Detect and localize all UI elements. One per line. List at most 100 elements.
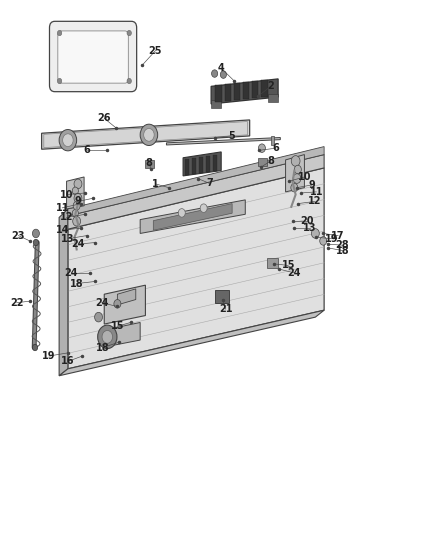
Text: 10: 10 (298, 172, 311, 182)
Text: 8: 8 (145, 158, 152, 167)
Bar (213, 155, 217, 171)
Polygon shape (211, 79, 278, 104)
Polygon shape (68, 168, 324, 369)
Text: 9: 9 (308, 180, 315, 190)
Circle shape (258, 144, 265, 152)
Text: 11: 11 (310, 187, 323, 197)
Text: 7: 7 (206, 179, 213, 188)
Text: 26: 26 (98, 114, 111, 123)
Circle shape (140, 124, 158, 146)
Bar (145, 160, 154, 168)
Text: 13: 13 (61, 234, 74, 244)
Circle shape (200, 204, 207, 213)
Bar (215, 290, 229, 303)
Text: 12: 12 (60, 213, 73, 222)
Text: 24: 24 (64, 268, 78, 278)
Circle shape (311, 229, 319, 238)
Polygon shape (153, 204, 232, 230)
Polygon shape (166, 138, 280, 145)
Text: 16: 16 (61, 357, 74, 366)
Text: 13: 13 (304, 223, 317, 233)
Bar (252, 81, 258, 98)
Text: 19: 19 (42, 351, 56, 361)
Circle shape (95, 312, 102, 322)
Text: 6: 6 (83, 146, 90, 155)
Circle shape (127, 30, 131, 36)
Circle shape (293, 174, 301, 183)
Polygon shape (104, 285, 145, 324)
Text: 24: 24 (95, 298, 108, 308)
Text: 4: 4 (218, 63, 225, 73)
Polygon shape (183, 152, 221, 176)
Bar (225, 84, 231, 101)
Text: 28: 28 (336, 240, 350, 250)
Text: 10: 10 (60, 190, 73, 199)
Text: 20: 20 (301, 216, 314, 226)
Text: 12: 12 (308, 197, 321, 206)
Polygon shape (68, 147, 324, 216)
Circle shape (212, 70, 218, 77)
Bar (258, 158, 267, 166)
Text: 2: 2 (267, 82, 274, 91)
Text: 18: 18 (96, 343, 110, 352)
Bar (267, 258, 278, 268)
Circle shape (74, 179, 82, 189)
Circle shape (291, 183, 298, 192)
Text: 1: 1 (152, 179, 159, 189)
Bar (268, 94, 278, 102)
Circle shape (72, 209, 78, 217)
Text: 24: 24 (288, 268, 301, 278)
Circle shape (73, 201, 80, 210)
Text: 23: 23 (12, 231, 25, 240)
Polygon shape (67, 177, 84, 209)
Text: 6: 6 (272, 143, 279, 153)
Bar (192, 158, 196, 174)
Text: 21: 21 (219, 304, 232, 314)
Text: 17: 17 (332, 231, 345, 240)
Bar (206, 156, 210, 172)
Circle shape (57, 30, 62, 36)
Circle shape (220, 71, 226, 78)
Polygon shape (140, 200, 245, 233)
Text: 15: 15 (282, 261, 295, 270)
Text: 11: 11 (56, 203, 69, 213)
Circle shape (291, 156, 300, 166)
Polygon shape (59, 209, 68, 376)
Bar (271, 136, 274, 145)
Circle shape (320, 237, 327, 245)
Bar (199, 157, 203, 173)
Text: 18: 18 (336, 246, 350, 255)
Circle shape (33, 239, 39, 246)
Circle shape (102, 330, 113, 343)
Polygon shape (117, 289, 136, 305)
FancyBboxPatch shape (49, 21, 137, 92)
Text: 24: 24 (71, 239, 85, 249)
Text: 19: 19 (325, 234, 339, 244)
Circle shape (63, 134, 73, 147)
Circle shape (114, 300, 121, 308)
Bar (211, 100, 221, 108)
Text: 14: 14 (56, 225, 69, 235)
Text: 9: 9 (74, 197, 81, 206)
Circle shape (127, 78, 131, 84)
Text: 22: 22 (10, 298, 23, 308)
Text: 8: 8 (267, 156, 274, 166)
Circle shape (32, 344, 38, 351)
Polygon shape (42, 120, 250, 149)
Bar (234, 83, 240, 100)
Polygon shape (59, 310, 324, 376)
Text: 5: 5 (228, 131, 235, 141)
Circle shape (98, 325, 117, 349)
Circle shape (32, 229, 39, 238)
Polygon shape (107, 322, 140, 346)
Polygon shape (68, 155, 324, 229)
Circle shape (59, 130, 77, 151)
Circle shape (73, 216, 81, 226)
Circle shape (294, 165, 301, 174)
Polygon shape (286, 155, 304, 192)
Text: 15: 15 (111, 321, 124, 331)
Circle shape (178, 208, 185, 217)
Circle shape (144, 128, 154, 141)
Bar (215, 85, 222, 102)
Text: 25: 25 (149, 46, 162, 55)
